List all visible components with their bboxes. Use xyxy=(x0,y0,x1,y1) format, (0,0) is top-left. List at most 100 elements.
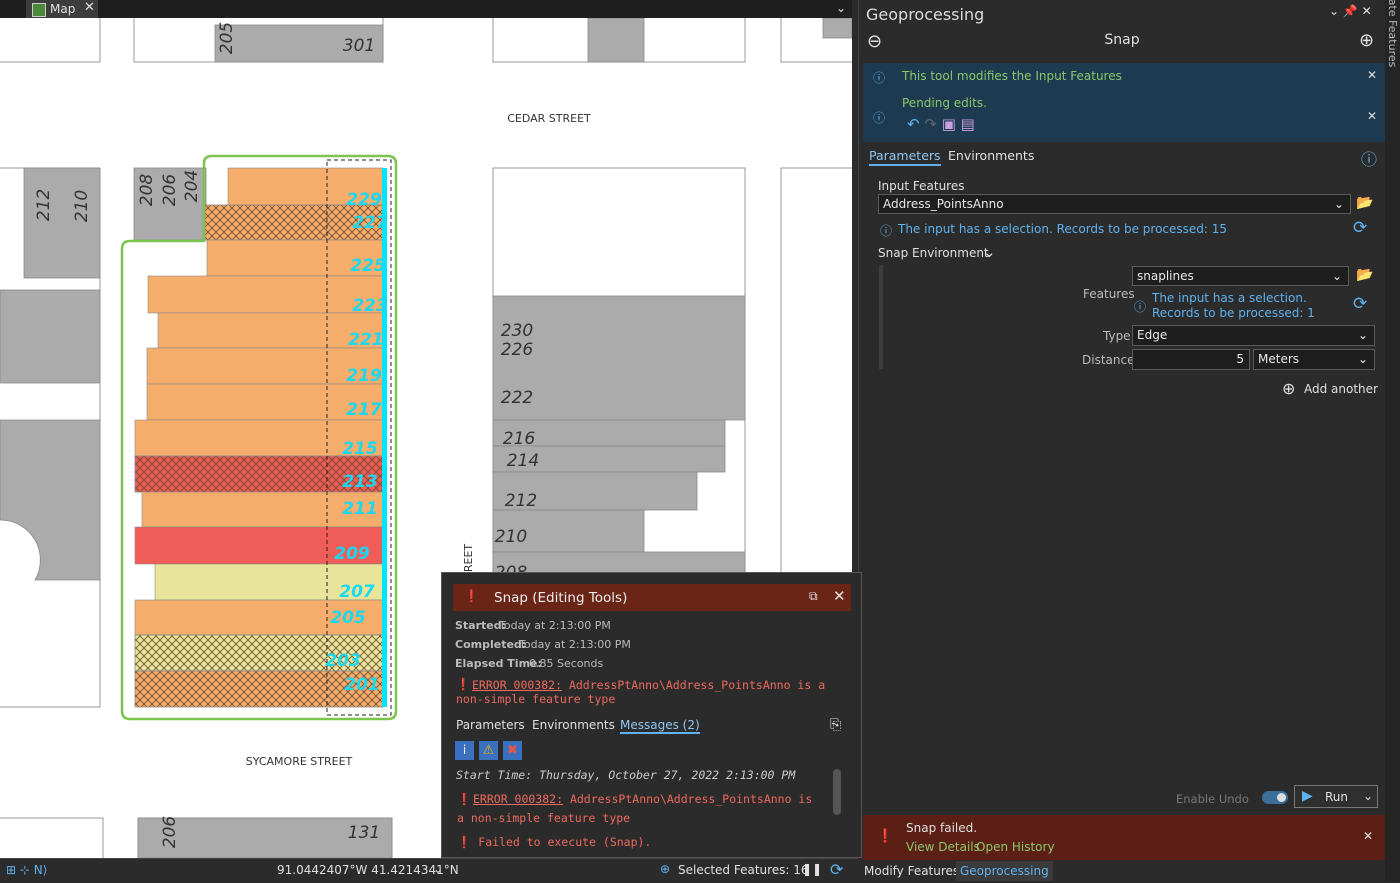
message-error-text: AddressPtAnno\Address_PointsAnno is a no… xyxy=(457,792,813,825)
status-icons[interactable]: ⊞ ⊹ N⟩ xyxy=(6,863,48,877)
close[interactable]: ✕ xyxy=(833,587,846,605)
pause[interactable]: ❚❚ xyxy=(802,862,823,876)
parcel-label: 216 xyxy=(503,429,536,449)
copy[interactable]: ⎘ xyxy=(830,717,842,733)
popup-title: Snap (Editing Tools) xyxy=(494,590,628,606)
run-button[interactable]: ▶ Run ⌄ xyxy=(1294,785,1378,808)
map-tab[interactable]: Map ✕ xyxy=(26,0,98,18)
coordinates: 91.0442407°W 41.4214341°N xyxy=(277,863,459,877)
close[interactable]: ✕ xyxy=(1363,829,1374,843)
pane-title: Geoprocessing xyxy=(866,5,985,24)
view-details[interactable]: View Details xyxy=(906,840,980,854)
parcel-label: 229 xyxy=(346,190,382,210)
filter-warning[interactable]: ⚠ xyxy=(479,741,498,760)
tab-environments[interactable]: Environments xyxy=(948,148,1035,163)
pane-controls[interactable]: ⌄ 📌 ✕ xyxy=(1329,4,1372,18)
help[interactable]: ⓘ xyxy=(1361,150,1378,169)
bottom-tabs: Modify Features Geoprocessing xyxy=(858,860,1385,882)
error-popup: ❗ Snap (Editing Tools) ⧉ ✕ Started: Toda… xyxy=(441,572,862,858)
parcel-label: 230 xyxy=(501,321,533,341)
info-icon: ⓘ xyxy=(873,111,886,125)
group-bar xyxy=(879,265,883,369)
filter-info[interactable]: i xyxy=(455,741,474,760)
collapse[interactable]: ⌄ xyxy=(983,243,996,261)
elapsed: 0.85 Seconds xyxy=(529,657,604,670)
message-error-code[interactable]: ERROR 000382: xyxy=(473,792,564,806)
add-icon[interactable]: ⊕ xyxy=(1282,379,1296,398)
input-label: Input Features xyxy=(878,179,965,193)
type-value: Edge xyxy=(1137,328,1168,342)
parcel-label: 225 xyxy=(350,256,386,276)
type-dropdown[interactable]: Edge ⌄ xyxy=(1132,325,1375,346)
browse[interactable]: 📂 xyxy=(1356,267,1374,283)
distance-input[interactable]: 5 xyxy=(1132,349,1250,370)
type-label: Type xyxy=(1103,329,1131,343)
features-dropdown[interactable]: snaplines ⌄ xyxy=(1132,266,1349,286)
run-label: Run xyxy=(1325,790,1349,804)
parcel-label: 204 xyxy=(182,170,202,202)
open-history[interactable]: Open History xyxy=(976,840,1055,854)
completed: Today at 2:13:00 PM xyxy=(519,638,631,651)
side-tab[interactable]: Create Features xyxy=(1386,0,1399,68)
back[interactable]: ⊖ xyxy=(867,31,883,52)
filter-error[interactable]: ✖ xyxy=(503,741,522,760)
dropdown[interactable]: ⌄ xyxy=(836,1,847,15)
parcel-label: 207 xyxy=(339,582,375,602)
parcel-label: 203 xyxy=(325,651,361,671)
refresh[interactable]: ⟳ xyxy=(1353,218,1368,238)
parcel-label: 223 xyxy=(352,296,388,316)
tab-geoprocessing[interactable]: Geoprocessing xyxy=(956,861,1053,881)
error-code[interactable]: ERROR 000382: xyxy=(472,678,563,692)
tab-parameters[interactable]: Parameters xyxy=(869,148,941,166)
dropdown[interactable]: ⌄ xyxy=(433,862,444,876)
info-band: ⓘ This tool modifies the Input Features … xyxy=(863,63,1386,142)
elapsed-label: Elapsed Time: xyxy=(455,657,542,670)
distance-value: 5 xyxy=(1236,352,1244,366)
refresh[interactable]: ⟳ xyxy=(830,860,844,879)
features-label: Features xyxy=(1083,287,1135,301)
message-error: ❗ ERROR 000382: AddressPtAnno\Address_Poi… xyxy=(457,792,813,825)
pop-out[interactable]: ⧉ xyxy=(809,589,818,603)
street-label: SYCAMORE STREET xyxy=(246,755,353,768)
geoprocessing-pane: Geoprocessing ⌄ 📌 ✕ ⊖ Snap ⊕ ⓘ This tool… xyxy=(858,0,1386,860)
unit-dropdown[interactable]: Meters ⌄ xyxy=(1253,349,1375,370)
failed-message: Snap failed. xyxy=(906,821,978,835)
parcel-label: 206 xyxy=(160,174,180,207)
tool-name: Snap xyxy=(1104,32,1140,48)
map-icon xyxy=(32,3,46,17)
edit-buttons[interactable]: ↶ ↷ ▣ ▤ xyxy=(907,115,975,133)
started: Today at 2:13:00 PM xyxy=(499,619,611,632)
completed-label: Completed: xyxy=(455,638,527,651)
selected-features: Selected Features: 16 xyxy=(678,863,809,877)
status-bar: ⊞ ⊹ N⟩ 91.0442407°W 41.4214341°N ⌄ ⊕ Sel… xyxy=(0,858,858,883)
close[interactable]: ✕ xyxy=(1367,109,1378,123)
parcel-label: 226 xyxy=(501,340,534,360)
error-summary: ❗ ERROR 000382: AddressPtAnno\Address_Poi… xyxy=(456,677,826,706)
parcel-label: 205 xyxy=(217,22,237,54)
parcel-label: 222 xyxy=(501,388,533,408)
undo-toggle[interactable] xyxy=(1262,791,1288,804)
street-label: REET xyxy=(462,544,475,573)
close[interactable]: ✕ xyxy=(1367,68,1378,82)
scrollbar[interactable] xyxy=(833,769,841,815)
tab-modify-features[interactable]: Modify Features xyxy=(864,864,960,878)
error-icon: ❗ xyxy=(877,829,894,844)
popup-tab-parameters[interactable]: Parameters xyxy=(456,718,525,732)
parcel-label: 206 xyxy=(160,816,180,849)
side-strip: Create Features xyxy=(1385,0,1400,882)
refresh[interactable]: ⟳ xyxy=(1353,294,1368,314)
features-value: snaplines xyxy=(1137,269,1194,283)
popup-header: ❗ Snap (Editing Tools) ⧉ ✕ xyxy=(453,584,851,611)
parcel-label: 210 xyxy=(495,527,527,547)
tab-label: Map xyxy=(50,2,76,16)
browse[interactable]: 📂 xyxy=(1356,195,1374,211)
close[interactable]: ✕ xyxy=(84,0,95,15)
input-dropdown[interactable]: Address_PointsAnno ⌄ xyxy=(878,194,1351,214)
popup-tab-environments[interactable]: Environments xyxy=(532,718,615,732)
parcel-label: 208 xyxy=(137,174,157,207)
popup-tab-messages[interactable]: Messages (2) xyxy=(620,718,700,734)
add-another[interactable]: Add another xyxy=(1304,382,1378,396)
add[interactable]: ⊕ xyxy=(1359,30,1375,51)
message-start: Start Time: Thursday, October 27, 2022 2… xyxy=(456,768,796,782)
